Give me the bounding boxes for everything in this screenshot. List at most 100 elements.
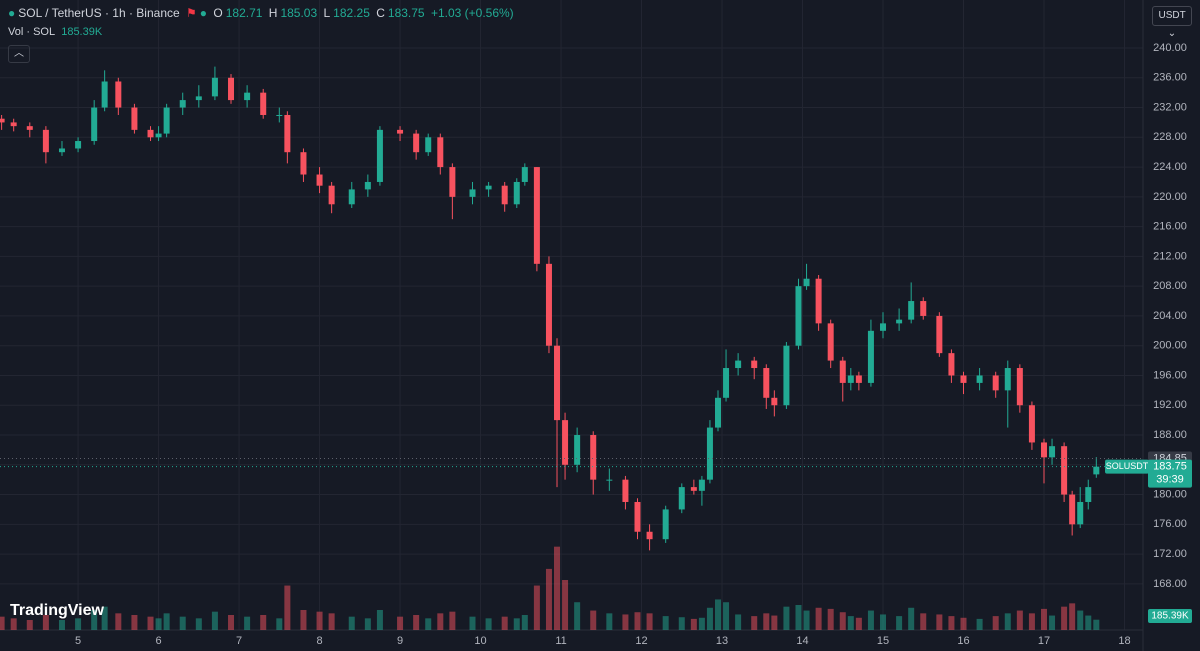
candle-body: [75, 141, 82, 149]
candle-body: [803, 278, 810, 287]
candle-body: [795, 286, 802, 346]
candle-body: [867, 330, 874, 383]
candle-body: [163, 107, 170, 134]
currency-button[interactable]: USDT ⌄: [1152, 6, 1192, 39]
volume-bar: [690, 618, 697, 630]
volume-bar: [735, 614, 742, 630]
volume-bar: [646, 613, 653, 630]
y-tick-label: 192.00: [1153, 399, 1187, 411]
volume-bar: [413, 615, 420, 630]
candle-body: [1004, 368, 1011, 391]
last-price-tag: [1148, 459, 1192, 488]
flag-icon[interactable]: ⚑: [186, 6, 197, 20]
collapse-button[interactable]: ︿: [8, 45, 30, 63]
candle-body: [606, 479, 613, 481]
candle-body: [501, 185, 508, 205]
symbol-icon: ●: [8, 6, 16, 20]
volume-bar: [397, 616, 404, 630]
volume-bar: [948, 616, 955, 630]
volume-bar: [839, 612, 846, 630]
x-tick-label: 8: [316, 635, 322, 647]
volume-bar: [1061, 606, 1068, 630]
candle-body: [1077, 501, 1084, 525]
candle-body: [58, 148, 65, 153]
candle-body: [26, 126, 33, 130]
candle-body: [706, 427, 713, 480]
volume-bar: [976, 618, 983, 630]
countdown: 39:39: [1156, 474, 1184, 486]
y-tick-label: 196.00: [1153, 369, 1187, 381]
symbol-tag: [1105, 459, 1149, 474]
x-tick-label: 9: [397, 635, 403, 647]
candle-body: [42, 129, 49, 153]
volume-bar: [425, 618, 432, 630]
volume-bar: [678, 617, 685, 630]
volume-bar: [992, 616, 999, 630]
volume-bar: [771, 615, 778, 630]
volume-bar: [521, 615, 528, 630]
candle-body: [101, 81, 108, 108]
candle-body: [590, 435, 597, 480]
volume-bar: [1016, 610, 1023, 630]
candle-body: [328, 185, 335, 205]
volume-bar: [260, 615, 267, 630]
ohlc-letter: L: [323, 6, 331, 20]
candle-body: [300, 152, 307, 175]
volume-bar: [803, 610, 810, 630]
candle-body: [147, 129, 154, 138]
volume-bar: [545, 568, 552, 630]
y-tick-label: 228.00: [1153, 131, 1187, 143]
volume-bar: [936, 614, 943, 630]
symbol-title[interactable]: SOL / TetherUS · 1h · Binance: [18, 6, 180, 20]
volume-bar: [855, 617, 862, 630]
volume-tag-label: 185.39K: [1151, 611, 1189, 622]
volume-bar: [590, 610, 597, 630]
y-tick-label: 220.00: [1153, 191, 1187, 203]
volume-bar: [1049, 615, 1056, 630]
candle-body: [574, 435, 581, 465]
x-tick-label: 13: [716, 635, 728, 647]
volume-bar: [880, 614, 887, 630]
candle-body: [690, 487, 697, 491]
candle-body: [815, 278, 822, 324]
volume-bar: [147, 616, 154, 630]
candle-body: [662, 509, 669, 540]
y-tick-label: 240.00: [1153, 42, 1187, 54]
candle-body: [1040, 442, 1047, 458]
volume-bar: [867, 610, 874, 630]
candle-body: [316, 174, 323, 186]
ohlc-value: 185.03: [280, 6, 318, 20]
volume-bar: [706, 607, 713, 630]
candle-body: [908, 301, 915, 320]
x-tick-label: 10: [474, 635, 486, 647]
last-price-label: 183.75: [1153, 461, 1187, 473]
candle-body: [920, 301, 927, 316]
candle-body: [948, 353, 955, 376]
candle-body: [723, 368, 730, 398]
candle-body: [1093, 466, 1100, 475]
candle-body: [179, 100, 186, 108]
ohlc-letter: H: [268, 6, 278, 20]
volume-bar: [662, 616, 669, 630]
volume-bar: [908, 607, 915, 630]
candle-body: [513, 181, 520, 205]
volume-bar: [513, 618, 520, 630]
volume-bar: [960, 617, 967, 630]
volume-bar: [228, 615, 235, 630]
y-tick-label: 172.00: [1153, 548, 1187, 560]
candle-body: [211, 77, 218, 97]
volume-bar: [554, 546, 561, 630]
volume-bar: [376, 610, 383, 630]
volume-bar: [437, 613, 444, 630]
candle-body: [936, 315, 943, 354]
ohlc-value: 182.25: [333, 6, 370, 20]
x-tick-label: 14: [796, 635, 808, 647]
candle-body: [244, 92, 251, 101]
x-tick-label: 7: [236, 635, 242, 647]
candle-body: [397, 129, 404, 134]
volume-bar: [763, 613, 770, 630]
volume-bar: [284, 585, 291, 630]
volume-bar: [42, 615, 49, 630]
x-tick-label: 15: [877, 635, 889, 647]
